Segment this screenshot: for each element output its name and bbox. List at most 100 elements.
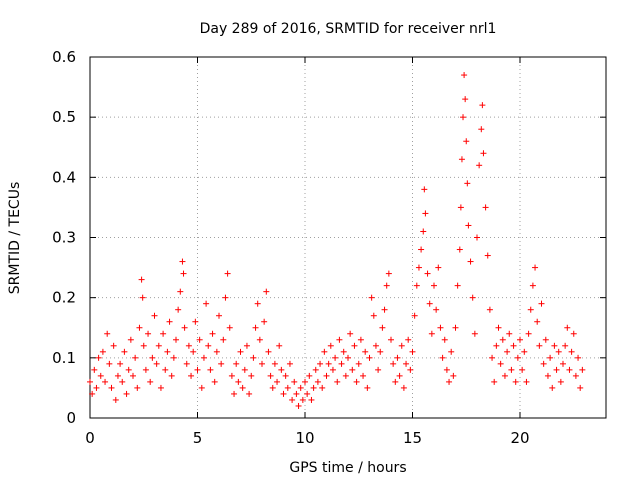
data-point [504,348,511,355]
data-point [220,336,227,343]
data-point [433,306,440,313]
data-point [121,348,128,355]
data-point [517,336,523,343]
data-point [321,348,328,355]
data-point [357,336,364,343]
data-point [564,324,571,331]
data-point [421,186,428,193]
data-point [460,114,467,121]
data-point [396,372,403,379]
data-point [499,336,506,343]
data-point [259,360,265,367]
data-point [226,324,233,331]
data-point [566,366,573,373]
data-point [353,378,360,385]
data-point [127,336,134,343]
data-point [299,396,306,403]
data-point [222,294,229,301]
data-point [162,366,169,373]
data-point [575,354,582,361]
data-point [267,372,274,379]
data-point [521,348,528,355]
data-point [310,384,317,391]
data-point [323,372,330,379]
data-point [325,360,332,367]
data-point [297,384,304,391]
data-point [532,264,539,271]
x-tick-label: 20 [510,429,529,447]
data-point [448,348,455,355]
data-point [523,378,530,385]
data-point [560,360,566,367]
data-point [134,384,141,391]
data-point [239,384,246,391]
y-tick-label: 0.6 [52,48,76,66]
data-point [534,318,541,325]
data-point [139,294,146,301]
data-point [224,270,231,277]
data-point [125,366,132,373]
plot-frame [89,56,607,419]
data-point [400,384,407,391]
data-point [514,354,521,361]
data-point [345,354,351,361]
data-point [489,354,496,361]
data-point [431,282,437,289]
data-point [403,360,410,367]
data-point [381,306,388,313]
data-point [280,390,287,397]
data-point [209,330,216,337]
data-point [413,282,420,289]
data-point [439,354,446,361]
data-point [461,72,468,79]
data-point [553,366,560,373]
data-point [140,342,147,349]
data-point [351,342,358,349]
x-tick-label: 0 [85,429,95,447]
data-point [235,378,242,385]
data-point [364,384,371,391]
data-point [437,324,444,331]
data-point [450,372,457,379]
data-point [360,372,367,379]
data-point [291,378,298,385]
y-tick-label: 0.2 [52,289,76,307]
data-point [293,390,300,397]
data-point [173,336,179,343]
data-point [457,204,464,211]
data-point [132,354,139,361]
data-point [519,366,526,373]
data-point [278,366,285,373]
y-tick-label: 0.1 [52,349,76,367]
data-point [269,384,276,391]
data-point [97,372,104,379]
data-point [368,294,375,301]
data-point [200,354,207,361]
data-point [366,354,373,361]
data-point [110,342,117,349]
data-point [194,366,201,373]
data-point [203,300,210,307]
data-point [233,360,240,367]
data-point [349,366,356,373]
data-point [422,210,429,217]
data-point [332,354,339,361]
data-point [138,276,145,283]
data-point [231,390,238,397]
data-point [375,366,382,373]
data-point [250,354,257,361]
data-point [170,354,177,361]
data-point [392,378,399,385]
data-point [254,300,261,307]
data-point [228,372,235,379]
data-point [474,234,480,241]
data-point [497,360,504,367]
data-point [482,204,489,211]
data-point [207,366,214,373]
y-tick-label: 0 [66,409,76,427]
data-point [256,336,263,343]
x-tick-label: 15 [403,429,422,447]
data-point [123,390,130,397]
data-point [540,360,547,367]
data-point [177,288,184,295]
